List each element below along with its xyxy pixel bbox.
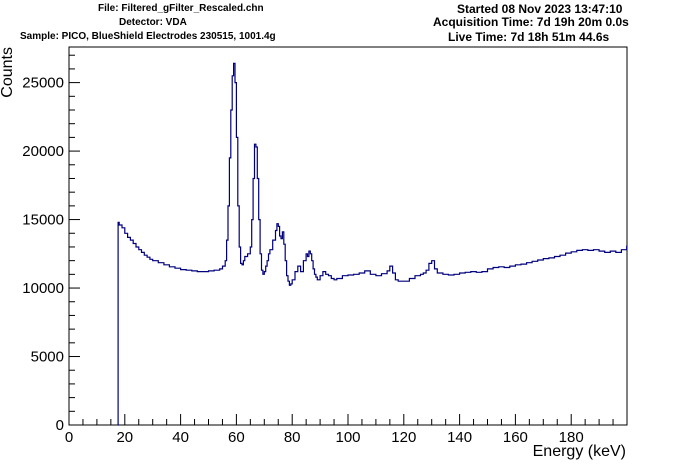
file-name: File: Filtered_gFilter_Rescaled.chn bbox=[98, 3, 264, 14]
plot-frame bbox=[68, 46, 628, 426]
y-tick-label: 25000 bbox=[22, 75, 64, 92]
x-tick-label: 120 bbox=[391, 429, 416, 446]
x-tick-label: 80 bbox=[284, 429, 301, 446]
x-tick-label: 160 bbox=[503, 429, 528, 446]
y-tick-label: 20000 bbox=[22, 143, 64, 160]
x-tick-label: 100 bbox=[335, 429, 360, 446]
sample-name: Sample: PICO, BlueShield Electrodes 2305… bbox=[20, 31, 276, 42]
x-tick-label: 40 bbox=[172, 429, 189, 446]
x-axis-title: Energy (keV) bbox=[533, 443, 626, 460]
axis-tick-labels: 0 20 40 60 80 100 120 140 160 180 0 5000 10000 15000 2… bbox=[22, 75, 583, 446]
x-tick-label: 20 bbox=[116, 429, 133, 446]
spectrum-line bbox=[117, 62, 628, 426]
y-tick-label: 5000 bbox=[31, 349, 64, 366]
y-tick-label: 15000 bbox=[22, 212, 64, 229]
x-tick-label: 140 bbox=[447, 429, 472, 446]
x-tick-label: 0 bbox=[65, 429, 73, 446]
y-axis-title: Counts bbox=[0, 47, 16, 98]
y-tick-label: 10000 bbox=[22, 280, 64, 297]
start-time: Started 08 Nov 2023 13:47:10 bbox=[457, 2, 623, 16]
detector-name: Detector: VDA bbox=[119, 17, 187, 28]
x-tick-label: 60 bbox=[228, 429, 245, 446]
acquisition-time: Acquisition Time: 7d 19h 20m 0.0s bbox=[433, 15, 629, 29]
y-tick-label: 0 bbox=[56, 417, 64, 434]
axis-ticks bbox=[68, 54, 628, 426]
x-tick-label: 180 bbox=[559, 429, 584, 446]
live-time: Live Time: 7d 18h 51m 44.6s bbox=[448, 30, 610, 44]
